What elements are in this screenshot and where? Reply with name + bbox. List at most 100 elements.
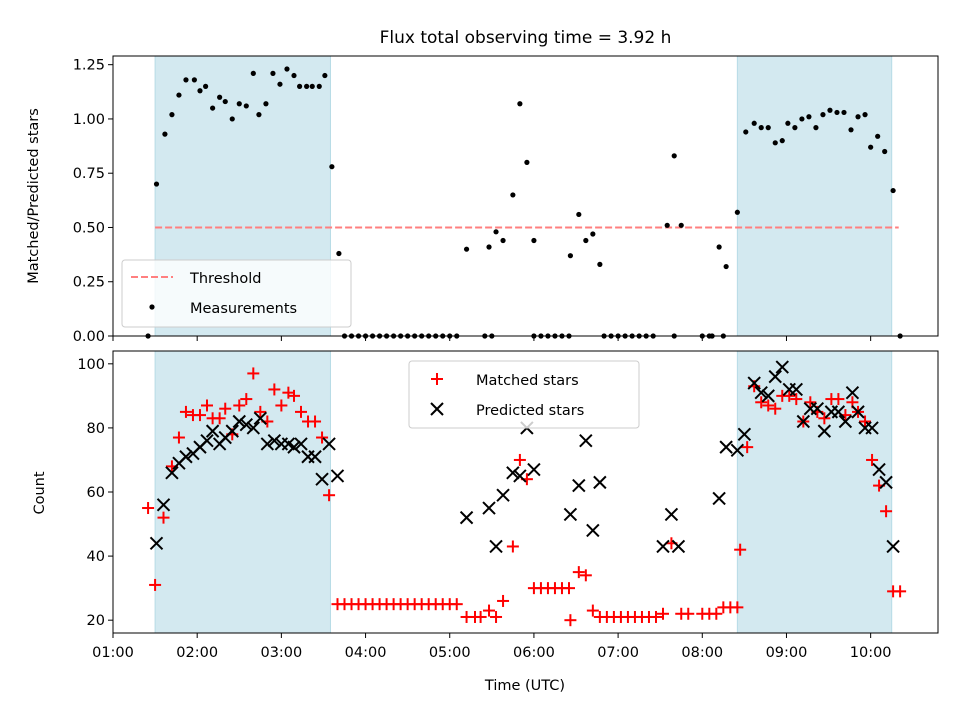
measurement-point <box>524 159 530 165</box>
legend-matched-swatch <box>431 373 443 385</box>
marker-stroke <box>489 539 503 554</box>
matched-star-marker <box>295 405 308 418</box>
y-tick-label: 0.75 <box>73 166 105 182</box>
bottom-legend-box <box>408 360 640 429</box>
measurement-point <box>855 114 861 120</box>
legend-threshold-label: Threshold <box>189 271 261 287</box>
matched-star-marker <box>483 604 496 617</box>
top-x-ticks <box>112 336 872 341</box>
matched-star-marker <box>832 393 845 406</box>
marker-stroke <box>831 405 846 419</box>
marker-stroke <box>572 478 586 493</box>
measurement-point <box>765 125 771 131</box>
marker-stroke <box>817 424 832 438</box>
predicted-star-marker <box>506 466 520 480</box>
predicted-star-marker <box>489 539 503 554</box>
matched-star-marker <box>564 614 577 627</box>
predicted-star-marker <box>315 472 329 486</box>
legend-matched-label: Matched stars <box>476 373 579 389</box>
predicted-star-marker <box>165 466 179 480</box>
measurement-point <box>834 109 840 116</box>
measurement-point <box>567 253 573 259</box>
x-tick-label: 09:00 <box>766 645 808 661</box>
legend-predicted-label: Predicted stars <box>476 403 584 419</box>
matched-star-marker <box>233 399 246 412</box>
marker-stroke <box>656 539 670 554</box>
measurement-point <box>169 112 175 118</box>
marker-stroke <box>294 437 308 451</box>
matched-star-marker <box>741 441 754 454</box>
predicted-star-marker <box>513 469 527 483</box>
predicted-star-marker <box>761 389 775 403</box>
measurement-point <box>463 246 470 252</box>
matched-star-marker <box>142 502 155 515</box>
marker-stroke <box>593 475 607 490</box>
measurement-point <box>813 125 819 131</box>
predicted-star-marker <box>754 385 768 400</box>
measurement-point <box>263 101 269 107</box>
measurement-point <box>176 92 182 98</box>
bottom-panel: 20 40 60 80 100 01:00 02:00 03:00 04:00 05:00 06:… <box>32 350 939 694</box>
marker-stroke <box>156 498 171 512</box>
matched-star-marker <box>880 505 893 518</box>
predicted-star-marker <box>831 405 846 419</box>
measurement-point <box>203 83 209 89</box>
marker-stroke <box>789 382 803 397</box>
measurement-point <box>743 129 749 135</box>
predicted-star-marker <box>482 501 496 515</box>
matched-star-marker <box>450 598 463 611</box>
predicted-star-marker <box>789 382 803 397</box>
predicted-star-marker <box>586 523 600 538</box>
legend-measurements-label: Measurements <box>190 301 297 317</box>
measurement-point <box>316 83 322 89</box>
predicted-star-marker <box>563 507 578 522</box>
measurement-point <box>868 144 874 150</box>
predicted-star-marker <box>851 405 865 419</box>
measurement-point <box>217 94 223 100</box>
x-tick-label: 08:00 <box>681 645 723 661</box>
predicted-star-marker <box>730 443 745 458</box>
matched-star-marker <box>506 540 519 553</box>
marker-stroke <box>761 389 775 403</box>
measurement-point <box>882 148 888 155</box>
matched-star-marker <box>790 393 803 406</box>
predicted-star-marker <box>225 424 239 438</box>
measurement-point <box>751 120 757 126</box>
measurement-point <box>222 98 228 105</box>
predicted-star-marker <box>671 539 686 554</box>
matched-star-marker <box>755 396 768 409</box>
measurement-point <box>785 120 791 126</box>
matched-star-marker <box>804 396 817 409</box>
marker-stroke <box>886 539 900 554</box>
predicted-star-marker <box>664 507 679 522</box>
predicted-star-marker <box>322 437 336 451</box>
marker-stroke <box>165 466 179 480</box>
measurement-point <box>671 153 677 159</box>
measurement-point <box>779 138 785 144</box>
predicted-star-marker <box>287 440 301 454</box>
measurement-point <box>597 261 603 267</box>
predicted-star-marker <box>775 360 789 374</box>
matched-star-marker <box>157 511 170 524</box>
measurement-point <box>716 244 722 250</box>
marker-stroke <box>586 523 600 538</box>
matched-stars-points <box>142 367 907 627</box>
measurement-point <box>875 133 881 139</box>
x-tick-label: 03:00 <box>260 645 302 661</box>
measurement-point <box>210 105 216 111</box>
marker-stroke <box>747 376 761 390</box>
predicted-star-marker <box>253 411 268 426</box>
predicted-star-marker <box>593 475 607 490</box>
marker-stroke <box>563 507 578 522</box>
marker-stroke <box>179 450 193 464</box>
marker-stroke <box>482 501 496 515</box>
top-y-label: Matched/Predicted stars <box>26 108 42 284</box>
marker-stroke <box>281 437 296 451</box>
measurement-point <box>270 70 276 76</box>
x-tick-label: 04:00 <box>345 645 387 661</box>
measurement-point <box>250 70 256 76</box>
matched-star-marker <box>497 594 510 607</box>
measurement-point <box>517 101 523 107</box>
predicted-star-marker <box>845 385 860 400</box>
predicted-star-marker <box>496 488 510 502</box>
